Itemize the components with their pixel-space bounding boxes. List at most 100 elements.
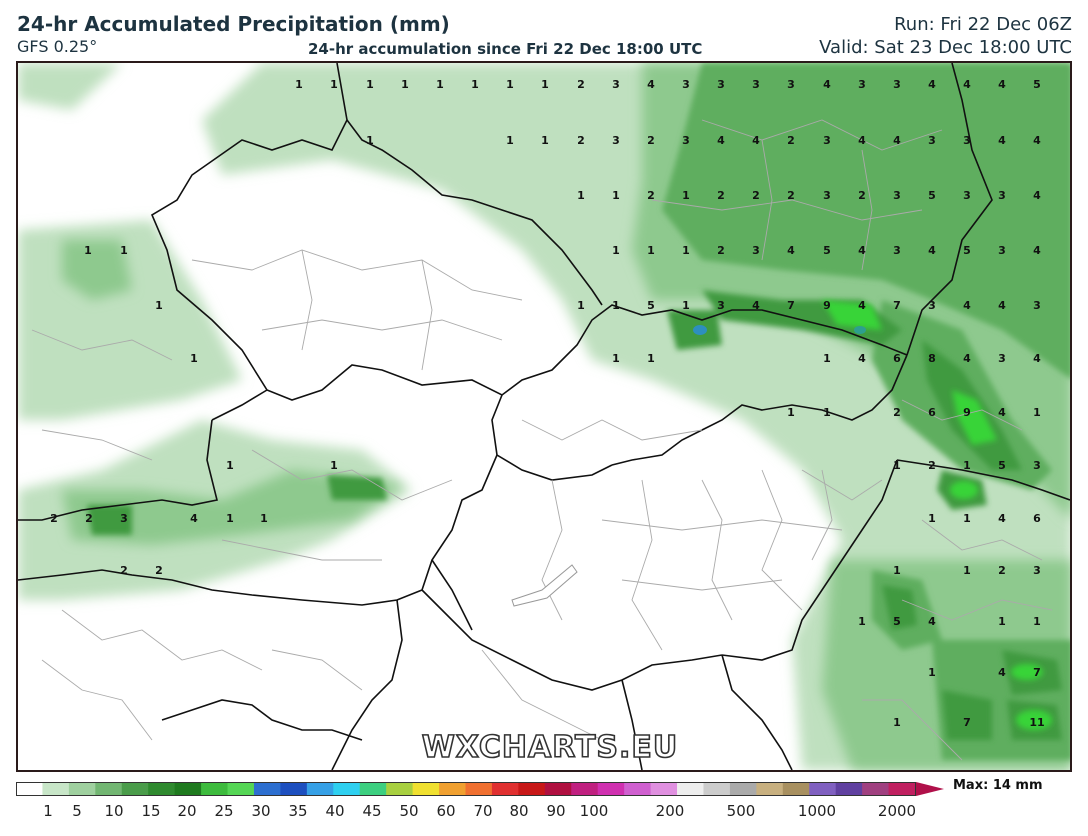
precip-value-label: 4 bbox=[998, 299, 1006, 312]
precip-value-label: 4 bbox=[1033, 352, 1041, 365]
precip-value-label: 3 bbox=[1033, 564, 1041, 577]
colorbar-tick-label: 200 bbox=[655, 802, 685, 820]
precip-value-label: 1 bbox=[401, 78, 409, 91]
precip-value-label: 1 bbox=[612, 352, 620, 365]
precip-value-label: 1 bbox=[612, 299, 620, 312]
precip-value-label: 4 bbox=[998, 666, 1006, 679]
precip-value-label: 4 bbox=[998, 78, 1006, 91]
colorbar-cell bbox=[201, 783, 229, 795]
precip-value-label: 1 bbox=[998, 615, 1006, 628]
colorbar-tick-label: 10 bbox=[104, 802, 124, 820]
colorbar-tick-label: 1000 bbox=[797, 802, 837, 820]
precip-value-label: 1 bbox=[120, 244, 128, 257]
colorbar-cell bbox=[280, 783, 308, 795]
precipitation-shading bbox=[18, 63, 1070, 770]
precip-value-label: 3 bbox=[998, 244, 1006, 257]
precip-value-label: 4 bbox=[963, 78, 971, 91]
colorbar-tick-label: 25 bbox=[214, 802, 234, 820]
precip-value-label: 1 bbox=[471, 78, 479, 91]
colorbar-cell bbox=[42, 783, 70, 795]
colorbar-cell bbox=[121, 783, 149, 795]
precip-value-label: 1 bbox=[436, 78, 444, 91]
colorbar-cell bbox=[835, 783, 863, 795]
precip-value-label: 1 bbox=[682, 299, 690, 312]
precip-value-label: 1 bbox=[506, 78, 514, 91]
precip-value-label: 1 bbox=[893, 564, 901, 577]
precip-value-label: 1 bbox=[787, 406, 795, 419]
colorbar-cell bbox=[677, 783, 705, 795]
colorbar-tick-label: 2000 bbox=[877, 802, 917, 820]
precip-value-label: 5 bbox=[823, 244, 831, 257]
precip-value-label: 3 bbox=[823, 134, 831, 147]
precip-value-label: 3 bbox=[963, 189, 971, 202]
precipitation-value-labels: 1 1 1 1 1 1 1 1 2 3 4 3 3 3 3 4 3 3 4 4 4 51 1 1 2 3 2 3 4 4 2 3 4 4 3 3 4 41… bbox=[50, 78, 1044, 729]
precip-value-label: 2 bbox=[120, 564, 128, 577]
precip-value-label: 4 bbox=[928, 244, 936, 257]
precip-value-label: 4 bbox=[823, 78, 831, 91]
precip-value-label: 2 bbox=[787, 189, 795, 202]
colorbar-cell bbox=[465, 783, 493, 795]
precip-value-label: 2 bbox=[787, 134, 795, 147]
colorbar-cell bbox=[809, 783, 837, 795]
precip-value-label: 2 bbox=[717, 244, 725, 257]
precip-value-label: 8 bbox=[928, 352, 936, 365]
precip-value-label: 4 bbox=[752, 299, 760, 312]
precip-value-label: 5 bbox=[893, 615, 901, 628]
precip-value-label: 3 bbox=[893, 78, 901, 91]
precip-value-label: 7 bbox=[1033, 666, 1041, 679]
colorbar-tick-label: 70 bbox=[473, 802, 493, 820]
precip-value-label: 3 bbox=[928, 299, 936, 312]
precip-value-label: 3 bbox=[1033, 459, 1041, 472]
precip-value-label: 4 bbox=[963, 299, 971, 312]
precip-value-label: 1 bbox=[963, 512, 971, 525]
precip-value-label: 1 bbox=[366, 134, 374, 147]
precip-value-label: 7 bbox=[963, 716, 971, 729]
precip-value-label: 4 bbox=[1033, 244, 1041, 257]
precip-value-label: 4 bbox=[928, 78, 936, 91]
colorbar-extend-arrow bbox=[916, 782, 944, 796]
precip-value-label: 4 bbox=[858, 134, 866, 147]
precip-value-label: 9 bbox=[963, 406, 971, 419]
precip-value-label: 4 bbox=[787, 244, 795, 257]
precip-value-label: 4 bbox=[998, 134, 1006, 147]
precip-value-label: 5 bbox=[998, 459, 1006, 472]
precip-value-label: 2 bbox=[858, 189, 866, 202]
precip-value-label: 3 bbox=[858, 78, 866, 91]
precip-value-label: 4 bbox=[190, 512, 198, 525]
precip-value-label: 1 bbox=[823, 406, 831, 419]
colorbar-cell bbox=[518, 783, 546, 795]
precip-value-label: 1 bbox=[330, 459, 338, 472]
colorbar-cell bbox=[862, 783, 890, 795]
colorbar-cell bbox=[386, 783, 414, 795]
precip-value-label: 1 bbox=[541, 134, 549, 147]
colorbar-cell bbox=[359, 783, 387, 795]
precip-value-label: 5 bbox=[963, 244, 971, 257]
colorbar-cell bbox=[756, 783, 784, 795]
precip-value-label: 3 bbox=[823, 189, 831, 202]
precip-value-label: 3 bbox=[717, 299, 725, 312]
colorbar-tick-label: 15 bbox=[141, 802, 161, 820]
precip-value-label: 7 bbox=[893, 299, 901, 312]
precip-value-label: 1 bbox=[963, 459, 971, 472]
colorbar-tick-label: 1 bbox=[43, 802, 53, 820]
precip-value-label: 2 bbox=[647, 134, 655, 147]
colorbar-cell bbox=[439, 783, 467, 795]
precip-value-label: 1 bbox=[893, 459, 901, 472]
precip-value-label: 1 bbox=[893, 716, 901, 729]
precip-peak-marker bbox=[854, 326, 866, 334]
precip-value-label: 3 bbox=[1033, 299, 1041, 312]
precip-value-label: 2 bbox=[85, 512, 93, 525]
colorbar-cell bbox=[624, 783, 652, 795]
colorbar-tick-label: 35 bbox=[288, 802, 308, 820]
colorbar-gradient bbox=[16, 782, 944, 796]
precip-value-label: 1 bbox=[928, 512, 936, 525]
colorbar-tick-label: 5 bbox=[72, 802, 82, 820]
precip-value-label: 4 bbox=[963, 352, 971, 365]
max-value-label: Max: 14 mm bbox=[953, 778, 1043, 793]
chart-title: 24-hr Accumulated Precipitation (mm) bbox=[17, 12, 450, 36]
precip-value-label: 6 bbox=[893, 352, 901, 365]
precip-value-label: 1 bbox=[577, 189, 585, 202]
colorbar-tick-label: 40 bbox=[325, 802, 345, 820]
colorbar-cell bbox=[333, 783, 361, 795]
precip-value-label: 1 bbox=[295, 78, 303, 91]
